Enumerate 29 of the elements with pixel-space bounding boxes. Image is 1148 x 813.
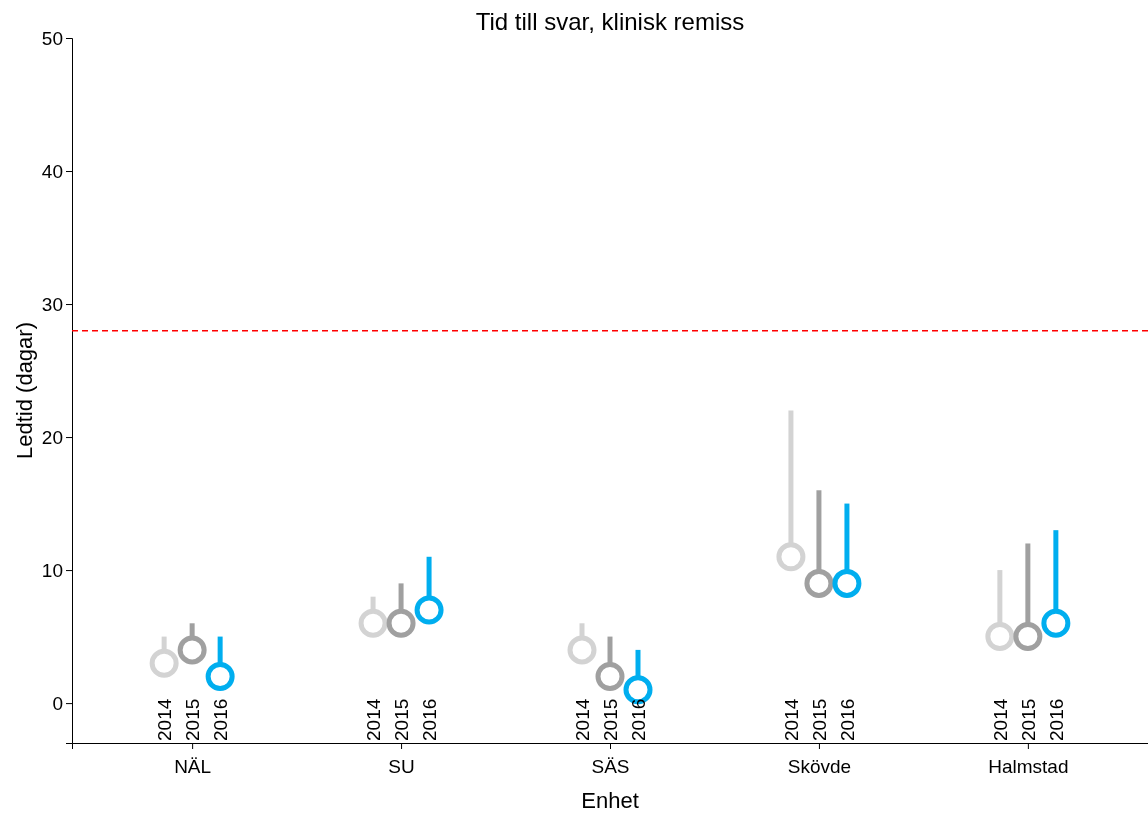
y-tick-label: 10 <box>41 559 63 581</box>
text: 2015 <box>1017 698 1039 741</box>
x-tick-label: SÄS <box>591 755 630 777</box>
x-axis-title: Enhet <box>581 788 639 813</box>
text: 2016 <box>210 698 232 741</box>
x-tick-label: Halmstad <box>988 755 1069 777</box>
y-tick-label: 50 <box>41 27 63 49</box>
text: 2015 <box>182 698 204 741</box>
text: 2016 <box>628 698 649 741</box>
text: 2014 <box>572 698 593 741</box>
text: 2014 <box>154 698 176 741</box>
x-tick-label: SU <box>388 755 415 777</box>
text: 2014 <box>363 698 385 741</box>
text: 2014 <box>989 698 1011 741</box>
y-tick-label: 30 <box>41 293 63 315</box>
text: 2016 <box>836 698 858 741</box>
x-tick-label: Skövde <box>787 755 852 777</box>
text: 2014 <box>780 698 802 741</box>
y-tick-label: 40 <box>41 160 63 182</box>
y-tick-label: 0 <box>52 692 63 714</box>
text: 2016 <box>419 698 441 741</box>
text: 2015 <box>808 698 830 741</box>
x-tick-label: NÄL <box>174 755 212 777</box>
text: 2015 <box>600 698 621 741</box>
text: 2015 <box>391 698 413 741</box>
y-axis-title: Ledtid (dagar) <box>12 322 37 459</box>
y-tick-label: 20 <box>41 426 63 448</box>
text: 2016 <box>1045 698 1067 741</box>
chart-title: Tid till svar, klinisk remiss <box>475 8 745 35</box>
